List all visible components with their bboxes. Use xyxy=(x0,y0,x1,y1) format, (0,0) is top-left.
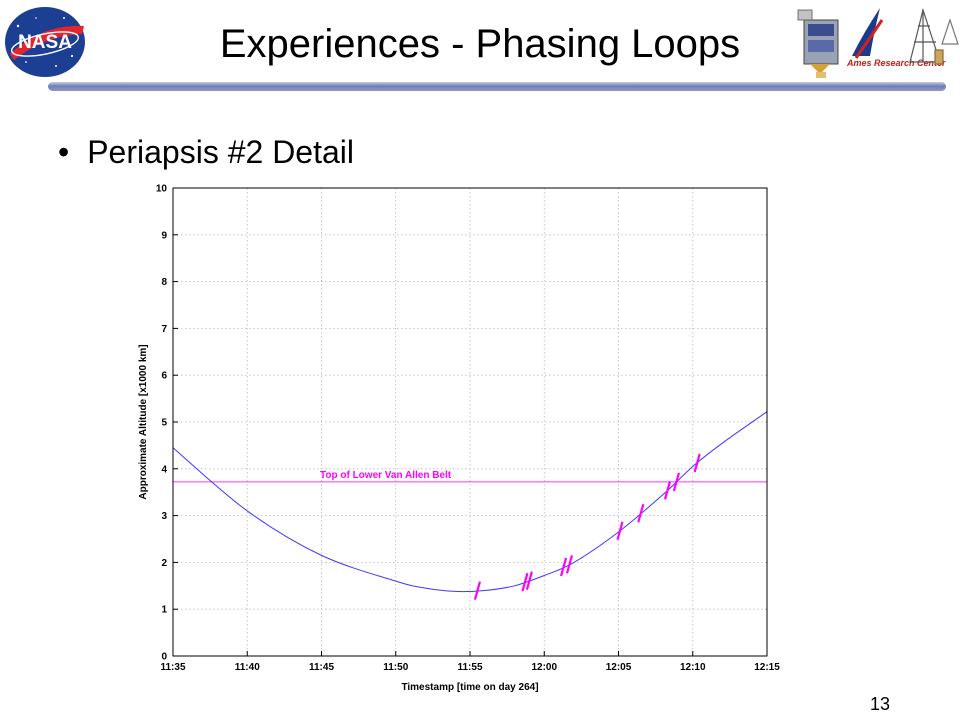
marker-layer xyxy=(473,453,701,601)
ames-research-center-logo: Ames Research Center xyxy=(846,8,946,68)
y-tick-label: 4 xyxy=(161,464,167,475)
tick-layer: 11:35 11:40 11:45 11:50 11:55 12:00 12:05 12:10… xyxy=(156,184,780,674)
slide-title: Experiences - Phasing Loops xyxy=(219,22,741,66)
y-axis-label: Approximate Altitude [x1000 km] xyxy=(138,344,149,499)
svg-text:NASA: NASA xyxy=(18,32,72,53)
altitude-series-line xyxy=(172,411,768,593)
event-marker xyxy=(473,581,481,601)
ames-logo-text: Ames Research Center xyxy=(846,58,946,68)
event-marker xyxy=(672,472,680,492)
y-tick-label: 5 xyxy=(161,418,167,429)
event-marker xyxy=(521,572,529,592)
y-tick-label: 10 xyxy=(156,184,168,195)
x-tick-label: 12:05 xyxy=(606,662,632,673)
y-tick-label: 0 xyxy=(161,652,167,663)
bullet-item: • Periapsis #2 Detail xyxy=(58,134,354,171)
partner-logos: Ames Research Center xyxy=(797,7,959,78)
bullet-text: Periapsis #2 Detail xyxy=(87,134,354,170)
y-tick-label: 2 xyxy=(161,558,167,569)
y-tick-label: 3 xyxy=(161,511,167,522)
x-tick-label: 11:35 xyxy=(160,662,185,673)
tower-logo xyxy=(909,7,959,65)
x-tick-label: 12:15 xyxy=(754,662,780,673)
x-tick-label: 12:10 xyxy=(680,662,706,673)
reference-line-label: Top of Lower Van Allen Belt xyxy=(320,470,452,481)
event-marker xyxy=(637,503,645,523)
y-tick-label: 1 xyxy=(161,605,167,616)
y-tick-label: 9 xyxy=(161,230,167,241)
x-tick-label: 11:50 xyxy=(383,662,408,673)
event-marker xyxy=(565,555,574,574)
bullet-dot-icon: • xyxy=(58,134,70,170)
series-layer xyxy=(172,411,768,593)
page-number: 13 xyxy=(870,694,891,714)
x-tick-label: 11:55 xyxy=(457,662,482,673)
event-marker xyxy=(616,521,624,541)
event-marker xyxy=(663,481,672,500)
spacecraft-logo xyxy=(797,9,839,78)
event-marker xyxy=(525,571,533,590)
y-tick-label: 8 xyxy=(161,277,167,288)
x-tick-label: 11:40 xyxy=(235,662,260,673)
y-tick-label: 6 xyxy=(161,371,167,382)
title-underline xyxy=(48,82,946,91)
y-tick-label: 7 xyxy=(161,324,167,335)
x-tick-label: 12:00 xyxy=(531,662,557,673)
nasa-logo: NASA xyxy=(5,7,85,77)
event-marker xyxy=(559,557,568,577)
x-tick-label: 11:45 xyxy=(309,662,334,673)
grid-lines xyxy=(172,187,768,657)
x-axis-label: Timestamp [time on day 264] xyxy=(401,682,538,693)
event-marker xyxy=(693,453,701,473)
